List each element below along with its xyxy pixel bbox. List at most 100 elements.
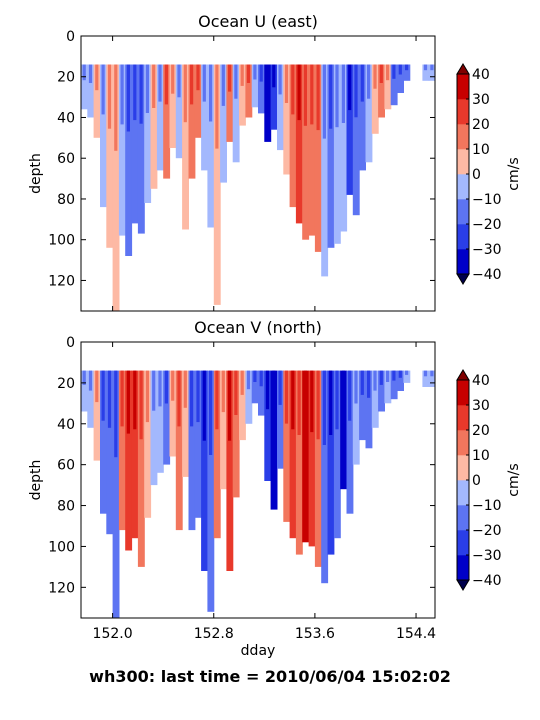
data-core-27 <box>253 370 257 382</box>
data-column-33 <box>289 64 297 208</box>
colorbar-tick-label: −30 <box>472 548 502 564</box>
colorbar-tick-label: −20 <box>472 217 502 233</box>
data-core-19 <box>202 64 206 102</box>
data-core-20 <box>209 370 213 455</box>
data-core-53 <box>430 370 434 377</box>
data-column-32 <box>283 370 291 522</box>
data-core-7 <box>126 64 130 132</box>
y-tick-label: 60 <box>57 458 75 474</box>
colorbar-segment-7 <box>457 380 469 406</box>
data-column-49 <box>390 370 398 400</box>
data-column-7 <box>125 64 133 256</box>
x-tick-label: 154.4 <box>396 626 436 642</box>
colorbar-tick-label: −10 <box>472 192 502 208</box>
colorbar-segment-6 <box>457 99 469 125</box>
plot-frame <box>80 341 436 619</box>
data-column-31 <box>277 64 284 151</box>
data-column-29 <box>264 64 272 142</box>
data-column-2 <box>93 370 101 461</box>
data-column-38 <box>321 370 329 584</box>
data-core-7 <box>126 370 130 434</box>
data-column-53 <box>428 370 435 387</box>
colorbar-segment-3 <box>457 480 469 506</box>
data-column-22 <box>220 64 227 183</box>
data-core-39 <box>329 64 333 129</box>
y-axis-label: depth <box>28 153 44 194</box>
data-core-13 <box>164 64 168 105</box>
data-core-43 <box>354 370 358 404</box>
data-column-26 <box>245 64 253 118</box>
data-column-25 <box>239 64 246 126</box>
data-core-1 <box>88 370 93 391</box>
plot-frame <box>80 35 436 312</box>
data-core-11 <box>152 64 156 108</box>
colorbar-tick-label: −20 <box>472 523 502 539</box>
data-core-33 <box>291 64 295 115</box>
data-core-30 <box>272 370 276 420</box>
data-core-36 <box>310 370 314 433</box>
colorbar-tick-label: 30 <box>472 398 490 414</box>
data-core-37 <box>316 64 320 131</box>
data-column-4 <box>106 370 114 535</box>
data-column-49 <box>390 64 398 106</box>
data-column-43 <box>352 64 360 216</box>
data-core-6 <box>120 370 124 427</box>
data-column-0 <box>81 64 88 110</box>
data-column-22 <box>220 370 227 490</box>
data-core-46 <box>373 64 377 89</box>
colorbar-tick-label: 0 <box>472 473 481 489</box>
data-core-53 <box>430 64 434 71</box>
data-column-25 <box>239 370 246 441</box>
data-core-28 <box>259 64 263 82</box>
data-core-38 <box>322 64 326 139</box>
data-core-31 <box>278 64 282 95</box>
data-column-3 <box>100 370 107 514</box>
data-column-27 <box>251 370 259 404</box>
data-column-10 <box>144 370 152 518</box>
colorbar-segment-1 <box>457 530 469 556</box>
x-tick-label: 152.0 <box>93 626 133 642</box>
data-column-28 <box>258 64 265 114</box>
data-column-41 <box>340 370 348 490</box>
data-column-50 <box>397 64 404 93</box>
data-core-29 <box>265 64 270 92</box>
y-axis-label: depth <box>28 460 44 501</box>
data-core-41 <box>341 64 345 123</box>
data-column-37 <box>314 64 322 252</box>
y-tick-label: 20 <box>57 70 75 86</box>
chart-title: Ocean U (east) <box>198 12 318 31</box>
colorbar-segment-5 <box>457 124 469 150</box>
data-column-6 <box>118 370 126 531</box>
data-core-44 <box>360 370 364 395</box>
data-column-10 <box>144 64 152 203</box>
data-core-47 <box>379 370 383 385</box>
data-core-49 <box>392 370 396 381</box>
colorbar-segment-2 <box>457 199 469 225</box>
colorbar-tick-label: 40 <box>472 67 490 83</box>
data-core-51 <box>405 370 409 375</box>
data-column-13 <box>163 370 171 465</box>
data-column-27 <box>251 64 259 108</box>
panel-ocean-u: Ocean U (east)020406080100120depth−40−30… <box>28 12 522 312</box>
data-column-20 <box>207 64 215 228</box>
data-area <box>81 370 435 618</box>
data-column-5 <box>112 370 120 618</box>
data-core-21 <box>215 370 219 430</box>
colorbar-tick-label: 10 <box>472 142 490 158</box>
data-column-30 <box>270 370 278 510</box>
colorbar-tick-label: −40 <box>472 573 502 589</box>
data-column-18 <box>194 64 202 138</box>
data-core-20 <box>209 64 213 122</box>
data-column-14 <box>169 370 177 457</box>
data-core-48 <box>386 370 390 382</box>
data-core-44 <box>360 64 364 102</box>
colorbar-segment-0 <box>457 249 469 275</box>
data-column-19 <box>201 64 208 171</box>
data-column-20 <box>207 370 215 612</box>
data-column-45 <box>365 370 373 449</box>
data-column-33 <box>289 370 297 539</box>
data-column-42 <box>346 370 354 514</box>
y-tick-label: 80 <box>57 499 75 515</box>
data-core-18 <box>196 370 200 423</box>
colorbar-extend-min <box>456 273 470 285</box>
